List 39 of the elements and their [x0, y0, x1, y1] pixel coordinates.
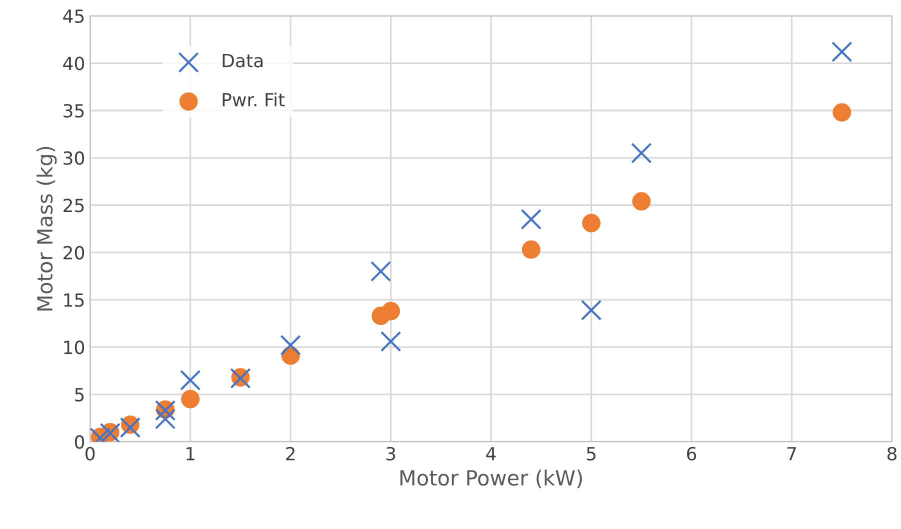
- point: [181, 390, 200, 408]
- x-tick-label: 5: [586, 447, 596, 461]
- point: [631, 142, 652, 164]
- point: [180, 370, 201, 391]
- point: [380, 331, 402, 352]
- point: [632, 192, 651, 211]
- point: [520, 208, 542, 230]
- y-tick-label: 30: [64, 151, 84, 165]
- x-axis-title: Motor Power (kW): [400, 470, 582, 488]
- point: [832, 41, 852, 62]
- point: [832, 103, 852, 122]
- legend-label: Data: [222, 54, 263, 68]
- x-tick-label: 2: [286, 446, 295, 460]
- point: [370, 261, 392, 282]
- y-tick-label: 40: [63, 56, 84, 70]
- x-tick-label: 7: [787, 447, 796, 460]
- point: [280, 334, 301, 356]
- point: [580, 300, 602, 321]
- point: [582, 214, 600, 232]
- x-tick-label: 1: [186, 447, 194, 460]
- y-tick-label: 0: [74, 435, 84, 449]
- y-tick-label: 5: [75, 388, 84, 402]
- x-tick-label: 6: [687, 446, 696, 461]
- point: [522, 240, 540, 259]
- x-tick-label: 4: [486, 447, 496, 460]
- x-tick-label: 0: [86, 446, 95, 461]
- y-tick-label: 35: [64, 104, 84, 118]
- point: [120, 417, 141, 438]
- y-tick-label: 25: [64, 198, 84, 212]
- x-tick-label: 8: [887, 446, 896, 461]
- legend-label: Pwr. Fit: [222, 92, 285, 106]
- y-tick-label: 15: [64, 293, 84, 307]
- y-tick-label: 20: [64, 246, 84, 260]
- y-tick-label: 10: [64, 340, 84, 354]
- y-tick-label: 45: [63, 10, 84, 23]
- x-tick-label: 3: [386, 446, 396, 461]
- y-axis-title: Motor Mass (kg): [36, 146, 57, 310]
- point: [154, 408, 176, 430]
- point: [382, 302, 400, 320]
